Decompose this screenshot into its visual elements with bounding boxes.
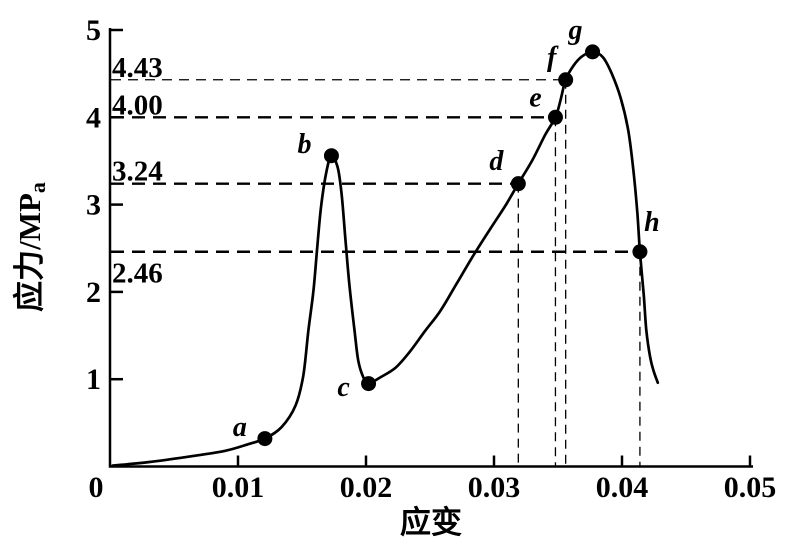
point-dot-h bbox=[632, 244, 648, 260]
point-label-g: g bbox=[568, 15, 583, 46]
y-axis-title: 应力/MPa bbox=[12, 182, 50, 312]
point-label-e: e bbox=[529, 83, 541, 114]
y-axis-tick-label-2: 2 bbox=[86, 276, 101, 309]
guide-label-2.46: 2.46 bbox=[112, 258, 163, 290]
point-label-a: a bbox=[233, 412, 247, 443]
x-axis-tick-label-0.03: 0.03 bbox=[468, 471, 521, 504]
point-dot-b bbox=[323, 148, 339, 164]
x-axis-title: 应变 bbox=[400, 505, 462, 540]
point-label-h: h bbox=[644, 207, 660, 238]
origin-label: 0 bbox=[89, 471, 104, 504]
y-axis-tick-label-4: 4 bbox=[86, 101, 101, 134]
x-axis-tick-label-0.04: 0.04 bbox=[596, 471, 649, 504]
point-label-d: d bbox=[489, 146, 504, 177]
point-dot-c bbox=[361, 376, 377, 392]
point-dot-e bbox=[547, 109, 563, 125]
point-label-c: c bbox=[337, 372, 350, 403]
y-axis-tick-label-1: 1 bbox=[86, 363, 101, 396]
x-axis-tick-label-0.02: 0.02 bbox=[340, 471, 393, 504]
point-dot-g bbox=[585, 44, 601, 60]
axes-frame bbox=[108, 28, 753, 468]
x-axis-tick-label-0.05: 0.05 bbox=[724, 471, 777, 504]
y-axis-tick-label-5: 5 bbox=[86, 14, 101, 47]
point-label-f: f bbox=[547, 42, 559, 73]
point-dot-f bbox=[558, 72, 574, 88]
y-axis-tick-label-3: 3 bbox=[86, 189, 101, 222]
guide-label-3.24: 3.24 bbox=[112, 156, 163, 188]
point-dot-d bbox=[510, 176, 526, 192]
x-axis-tick-label-0.01: 0.01 bbox=[212, 471, 265, 504]
guide-label-4.43: 4.43 bbox=[112, 52, 163, 84]
point-label-b: b bbox=[297, 129, 311, 160]
guide-label-4.00: 4.00 bbox=[112, 89, 163, 121]
stress-strain-curve bbox=[111, 50, 660, 467]
point-dot-a bbox=[257, 431, 273, 447]
